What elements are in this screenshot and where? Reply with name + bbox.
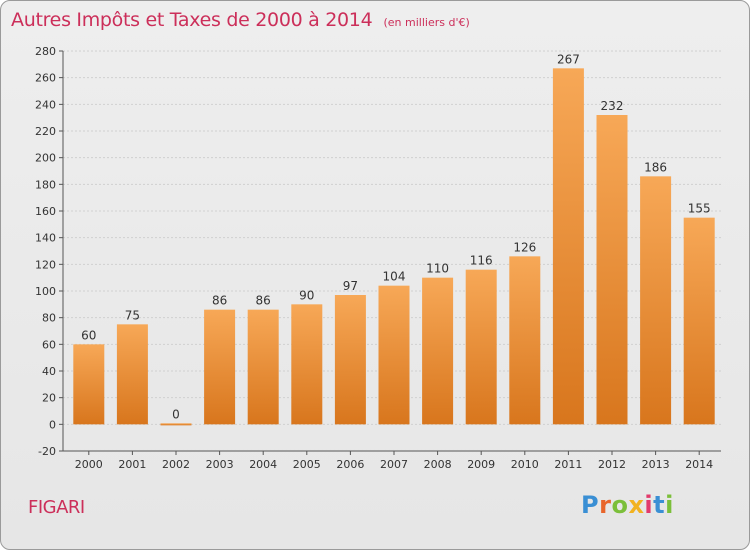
y-tick-label: 80 (42, 312, 56, 325)
y-tick-label: 160 (35, 205, 56, 218)
y-tick-label: 40 (42, 365, 56, 378)
y-tick-label: 280 (35, 45, 56, 58)
axes: -20 0 20 40 60 80 100 120 140 160 180 200 220 240 260 2… (35, 45, 721, 471)
x-tick-label-2008: 2008 (424, 458, 452, 471)
data-label-2002: 0 (172, 407, 180, 421)
bars (73, 68, 715, 426)
x-tick-label-2007: 2007 (380, 458, 408, 471)
bar-2013 (640, 176, 672, 425)
bar-2004 (247, 309, 279, 425)
x-tick-label-2004: 2004 (249, 458, 277, 471)
data-label-2013: 186 (644, 160, 667, 174)
bar-2001 (116, 324, 148, 425)
x-tick-label-2012: 2012 (598, 458, 626, 471)
data-label-2003: 86 (212, 294, 227, 308)
x-tick-label-2000: 2000 (75, 458, 103, 471)
logo-letter: i (665, 491, 674, 519)
y-tick-label: 20 (42, 392, 56, 405)
x-tick-label-2010: 2010 (511, 458, 539, 471)
bar-2014 (683, 217, 715, 425)
chart-title: Autres Impôts et Taxes de 2000 à 2014 (11, 9, 373, 31)
x-tick-label-2013: 2013 (642, 458, 670, 471)
data-label-2004: 86 (256, 294, 271, 308)
bar-2000 (73, 344, 105, 425)
chart-subtitle: (en milliers d'€) (383, 16, 470, 29)
data-label-2005: 90 (299, 288, 314, 302)
x-tick-label-2006: 2006 (336, 458, 364, 471)
x-tick-label-2011: 2011 (554, 458, 582, 471)
y-tick-label: 120 (35, 258, 56, 271)
bar-2006 (334, 295, 366, 425)
logo-letter: P (581, 491, 600, 519)
y-tick-label: 260 (35, 72, 56, 85)
logo-letter: o (611, 491, 629, 519)
data-label-2009: 116 (470, 254, 493, 268)
commune-name: FIGARI (28, 497, 85, 518)
data-label-2011: 267 (557, 52, 580, 66)
y-tick-label: 240 (35, 98, 56, 111)
y-tick-label: 0 (49, 418, 56, 431)
data-label-2014: 155 (688, 202, 711, 216)
y-tick-label: 200 (35, 152, 56, 165)
x-tick-label-2009: 2009 (467, 458, 495, 471)
y-tick-label: 140 (35, 232, 56, 245)
x-tick-label-2002: 2002 (162, 458, 190, 471)
x-tick-label-2005: 2005 (293, 458, 321, 471)
data-label-2012: 232 (601, 99, 624, 113)
y-tick-label: 180 (35, 178, 56, 191)
data-label-2008: 110 (426, 262, 449, 276)
x-tick-label-2003: 2003 (206, 458, 234, 471)
bar-2011 (552, 68, 584, 425)
y-tick-label: 220 (35, 125, 56, 138)
y-tick-label: 60 (42, 338, 56, 351)
logo-letter: x (628, 491, 645, 519)
x-tick-label-2014: 2014 (685, 458, 713, 471)
y-tick-label: 100 (35, 285, 56, 298)
data-label-2001: 75 (125, 308, 140, 322)
x-tick-label-2001: 2001 (118, 458, 146, 471)
data-label-2000: 60 (81, 328, 96, 342)
chart-header: Autres Impôts et Taxes de 2000 à 2014 (e… (11, 9, 470, 31)
data-label-2010: 126 (513, 240, 536, 254)
data-labels: 60 75 0 86 86 90 97 104 110 116 126 267 232 186 155 (81, 52, 710, 421)
data-label-2006: 97 (343, 279, 358, 293)
bar-2010 (509, 256, 541, 425)
y-tick-label: -20 (38, 445, 56, 458)
logo-letter: r (599, 491, 612, 519)
proxiti-logo[interactable]: Proxiti (581, 491, 674, 519)
logo-letter: t (653, 491, 666, 519)
bar-2002 (160, 423, 192, 426)
bar-2005 (291, 304, 323, 425)
bar-2008 (422, 277, 454, 425)
bar-2003 (204, 309, 236, 425)
logo-letter: i (644, 491, 654, 519)
bar-2007 (378, 285, 410, 425)
data-label-2007: 104 (383, 270, 406, 284)
bar-2012 (596, 115, 628, 425)
bar-2009 (465, 269, 497, 425)
